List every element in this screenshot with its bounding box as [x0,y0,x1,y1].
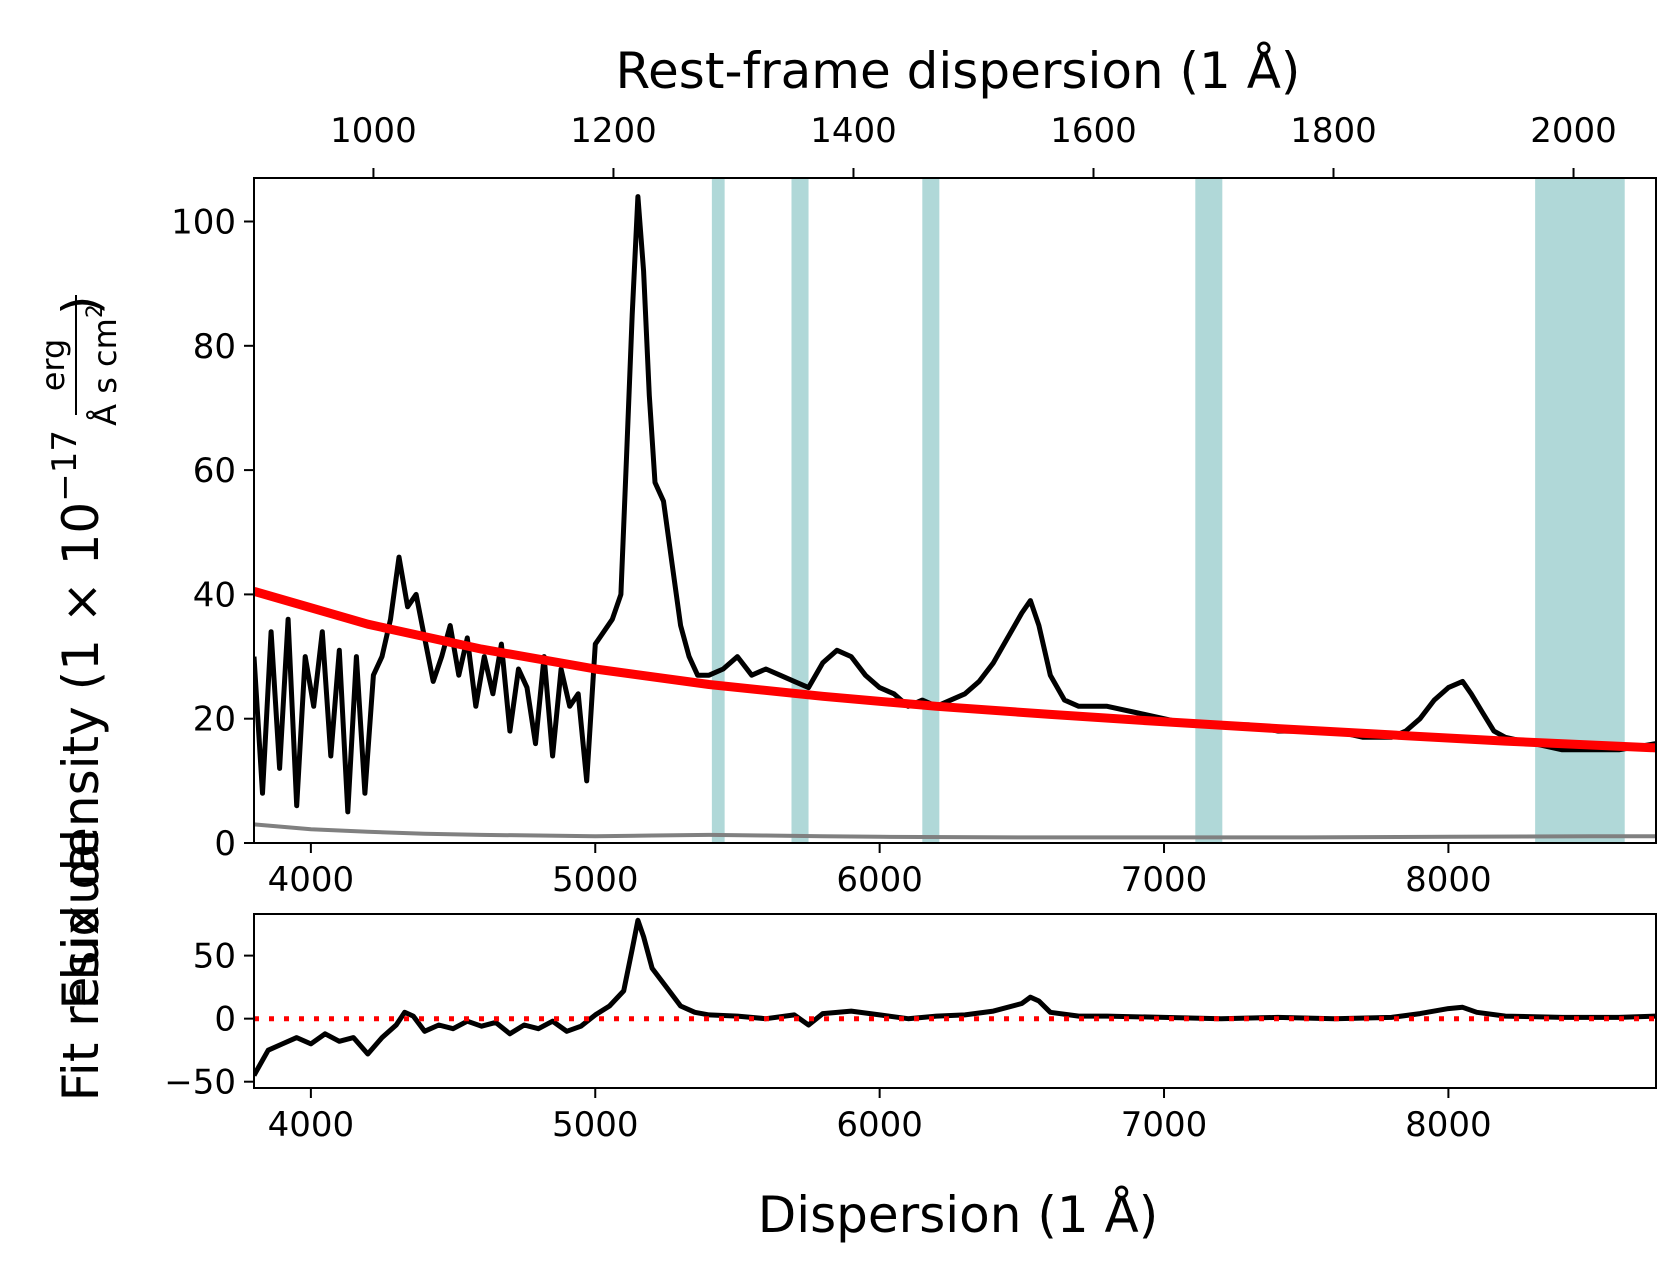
top-x-tick-label: 1000 [330,111,417,151]
top-axis-label: Rest-frame dispersion (1 Å) [616,42,1301,100]
flux-unit-denominator-text: Å s cm [86,318,124,426]
masked-region-4 [1535,178,1625,843]
flux-axis-label-close: ) [52,295,110,315]
flux-axis-label-text: Flux density (1 × 10 [52,502,110,1010]
masked-region-0 [711,178,725,843]
flux-unit-numerator: erg [34,339,72,392]
x-tick-label: 4000 [268,1105,355,1145]
residual-series [254,917,1656,1077]
main-axes-frame [253,177,1657,844]
flux-axis-label: Flux density (1 × 10−17 erg Å s cm2 ) [34,295,124,1009]
x-tick-label: 8000 [1405,860,1492,900]
top-x-tick-label: 1200 [570,111,657,151]
main-panel: 4000 5000 6000 7000 8000 0 20 40 60 80 100 1000 1200… [171,111,1657,900]
masked-region-1 [791,178,809,843]
x-tick-label: 4000 [268,860,355,900]
residual-plot-area [254,917,1656,1077]
y-tick-label: −50 [164,1063,236,1103]
top-x-tick-label: 1400 [810,111,897,151]
y-tick-label: 0 [214,824,236,864]
residual-axis-label: Fit residual [52,829,110,1102]
x-tick-label: 6000 [836,1105,923,1145]
y-tick-label: 40 [193,575,236,615]
x-tick-label: 6000 [836,860,923,900]
y-tick-label: 0 [214,1000,236,1040]
flux-unit-denominator-exponent: 2 [83,304,108,318]
top-x-tick-label: 2000 [1530,111,1617,151]
x-tick-label: 7000 [1121,1105,1208,1145]
top-x-tick-label: 1600 [1050,111,1137,151]
residual-axes-frame [253,913,1657,1089]
main-plot-area [254,178,1656,843]
residual-panel: 4000 5000 6000 7000 8000 −50 0 50 [164,913,1657,1145]
error-series [254,822,1656,840]
flux-unit-denominator: Å s cm2 [83,304,124,426]
masked-region-3 [1195,178,1223,843]
masked-region-2 [922,178,940,843]
flux-axis-label-exponent: −17 [45,430,85,502]
x-tick-label: 5000 [552,860,639,900]
y-tick-label: 20 [193,700,236,740]
continuum-fit-series [254,586,1656,753]
y-tick-label: 100 [171,203,236,243]
x-tick-label: 7000 [1121,860,1208,900]
y-tick-label: 60 [193,451,236,491]
flux-series [254,194,1656,815]
y-tick-label: 50 [193,937,236,977]
y-tick-label: 80 [193,327,236,367]
x-tick-label: 5000 [552,1105,639,1145]
x-tick-label: 8000 [1405,1105,1492,1145]
svg-text:Flux density (1 × 10−17: Flux density (1 × 10−17 [45,430,110,1009]
bottom-axis-label: Dispersion (1 Å) [758,1186,1159,1244]
top-x-tick-label: 1800 [1290,111,1377,151]
